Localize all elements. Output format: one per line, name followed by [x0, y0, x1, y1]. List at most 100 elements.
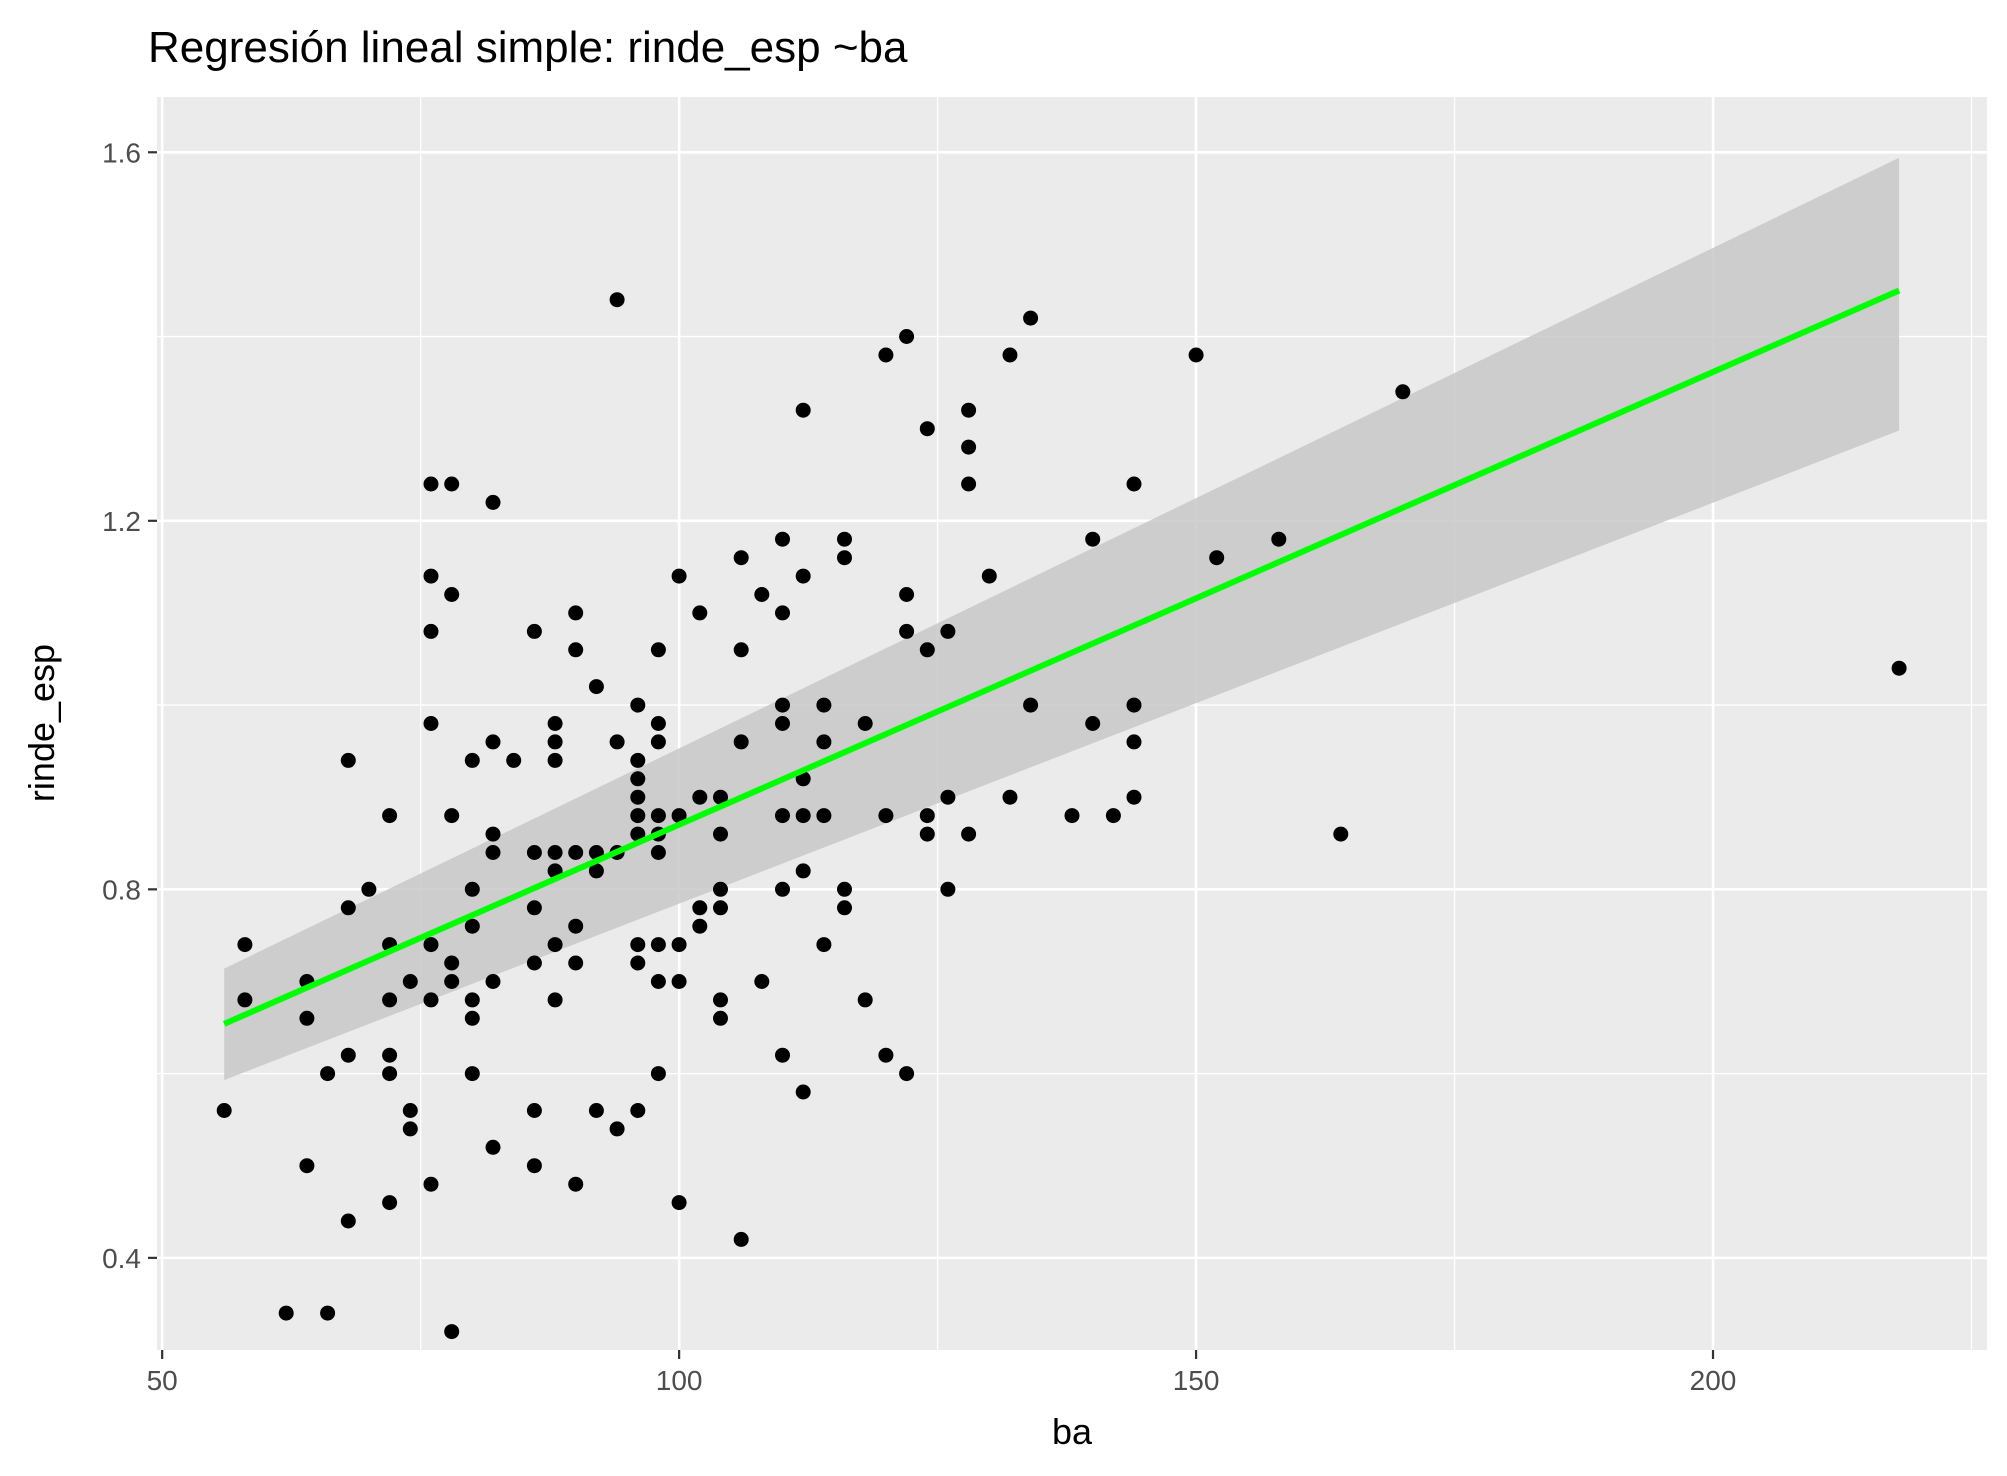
data-point [1209, 550, 1225, 566]
data-point [940, 623, 956, 639]
data-point [1271, 531, 1287, 547]
data-point [444, 974, 460, 989]
data-point [568, 605, 584, 621]
data-point [650, 845, 666, 860]
data-point [671, 568, 687, 584]
data-point [713, 900, 728, 916]
data-point [630, 937, 646, 953]
x-tick-label: 50 [147, 1365, 178, 1396]
data-point [1023, 697, 1039, 713]
data-point [547, 734, 563, 750]
data-point [423, 568, 439, 584]
data-point [733, 734, 749, 750]
data-point [547, 845, 563, 860]
x-tick-label: 100 [656, 1365, 703, 1396]
data-point [692, 918, 708, 934]
data-point [692, 900, 708, 916]
data-point [816, 808, 832, 824]
data-point [795, 808, 811, 824]
data-point [423, 623, 439, 639]
data-point [713, 826, 728, 842]
data-point [816, 937, 832, 953]
data-point [526, 955, 542, 971]
data-point [423, 716, 439, 731]
data-point [878, 1047, 894, 1063]
data-point [609, 1121, 625, 1137]
data-point [630, 955, 646, 971]
data-point [650, 734, 666, 750]
data-point [526, 900, 542, 916]
data-point [382, 808, 398, 824]
data-point [402, 974, 418, 989]
data-point [588, 1103, 604, 1118]
data-point [671, 937, 687, 953]
data-point [526, 845, 542, 860]
data-point [961, 402, 977, 418]
data-point [775, 605, 790, 621]
data-point [320, 1066, 336, 1082]
data-point [464, 752, 480, 768]
data-point [857, 992, 873, 1008]
data-point [919, 808, 935, 824]
data-point [1002, 347, 1018, 363]
data-point [568, 918, 584, 934]
data-point [423, 937, 439, 953]
data-point [423, 1176, 439, 1192]
data-point [816, 734, 832, 750]
data-point [857, 716, 873, 731]
data-point [630, 808, 646, 824]
data-point [837, 550, 852, 566]
data-point [444, 476, 460, 492]
data-point [754, 974, 770, 989]
data-point [733, 550, 749, 566]
data-point [940, 789, 956, 805]
data-point [1126, 789, 1142, 805]
data-point [899, 329, 915, 344]
data-point [630, 752, 646, 768]
x-axis-title: ba [1052, 1411, 1093, 1452]
data-point [320, 1305, 336, 1321]
x-tick-label: 150 [1173, 1365, 1220, 1396]
data-point [961, 439, 977, 455]
data-point [382, 1066, 398, 1082]
data-point [464, 881, 480, 897]
data-point [382, 992, 398, 1008]
data-point [568, 955, 584, 971]
data-point [464, 918, 480, 934]
x-tick-label: 200 [1690, 1365, 1737, 1396]
data-point [713, 881, 728, 897]
data-point [299, 1010, 315, 1026]
data-point [382, 1195, 398, 1211]
data-point [485, 826, 501, 842]
data-point [795, 402, 811, 418]
data-point [216, 1103, 232, 1118]
data-point [630, 697, 646, 713]
confidence-band-layer [224, 157, 1900, 1081]
grid-major [157, 97, 1987, 1350]
data-point [650, 808, 666, 824]
data-point [568, 845, 584, 860]
y-tick-label: 0.4 [102, 1243, 141, 1274]
data-point [464, 1066, 480, 1082]
data-point [795, 568, 811, 584]
data-point [919, 421, 935, 437]
fit-line-layer [223, 287, 1901, 1027]
y-tick-label: 1.2 [102, 506, 141, 537]
data-point [878, 808, 894, 824]
data-point [650, 642, 666, 658]
data-point [650, 1066, 666, 1082]
y-tick-label: 0.8 [102, 874, 141, 905]
data-point [485, 734, 501, 750]
data-point [1126, 697, 1142, 713]
data-point [733, 1231, 749, 1247]
data-point [775, 808, 790, 824]
data-point [1064, 808, 1080, 824]
data-point [237, 992, 253, 1008]
data-point [340, 900, 356, 916]
data-point [444, 955, 460, 971]
data-point [506, 752, 522, 768]
data-point [837, 900, 852, 916]
data-point [775, 1047, 790, 1063]
data-point [299, 1158, 315, 1174]
